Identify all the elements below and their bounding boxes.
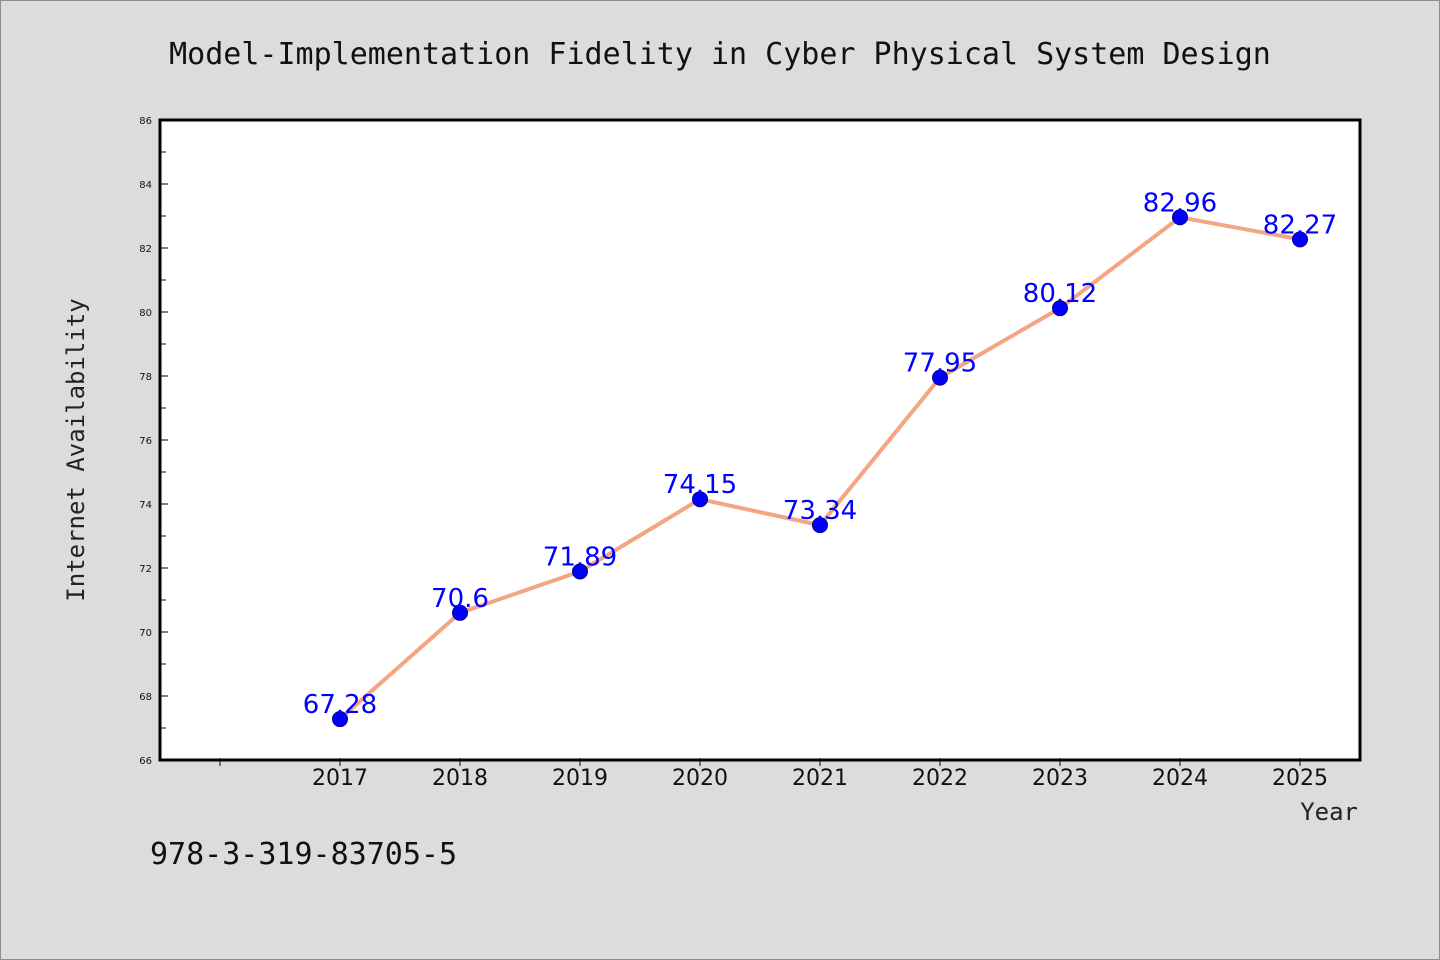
data-point-2020 (692, 491, 708, 508)
y-tick-label-76: 76 (139, 436, 152, 447)
y-tick-label-80: 80 (139, 308, 152, 319)
y-tick-label-74: 74 (139, 500, 152, 511)
y-tick-label-86: 86 (139, 116, 152, 127)
x-tick-label-2022: 2022 (912, 766, 968, 791)
x-axis: 2017 2018 2019 2020 2021 2022 2023 2024 2025 (219, 758, 1328, 791)
x-tick-label-2023: 2023 (1032, 766, 1088, 791)
plot-area (158, 118, 1362, 762)
x-tick-label-2018: 2018 (432, 766, 488, 791)
chart-title: Model-Implementation Fidelity in Cyber P… (169, 37, 1271, 72)
data-label-2017: 67.28 (303, 690, 377, 720)
x-tick-label-2021: 2021 (792, 766, 848, 791)
data-label-2019: 71.89 (543, 543, 617, 573)
data-label-2023: 80.12 (1023, 279, 1097, 309)
data-point-2019 (572, 563, 588, 580)
data-point-2023 (1052, 300, 1068, 317)
data-point-2021 (812, 517, 828, 534)
data-label-2025: 82.27 (1263, 210, 1337, 240)
y-tick-label-72: 72 (139, 564, 152, 575)
x-tick-label-2017: 2017 (312, 766, 368, 791)
data-point-2022 (932, 369, 948, 386)
data-point-2018 (452, 604, 468, 621)
data-point-2025 (1292, 231, 1308, 248)
data-labels: 67.28 70.6 71.89 74.15 73.34 77.95 80.12 82.96 8… (303, 188, 1337, 720)
data-label-2022: 77.95 (903, 349, 977, 379)
x-tick-label-2025: 2025 (1272, 766, 1328, 791)
x-tick-label-2020: 2020 (672, 766, 728, 791)
series-markers (332, 209, 1308, 728)
y-tick-label-66: 66 (139, 756, 152, 767)
x-axis-title: Year (1300, 798, 1358, 826)
y-tick-label-70: 70 (139, 628, 152, 639)
y-axis: 66 68 70 72 74 76 78 80 82 84 86 (139, 116, 168, 767)
data-label-2020: 74.15 (663, 470, 737, 500)
x-tick-label-2024: 2024 (1152, 766, 1208, 791)
x-tick-label-2019: 2019 (552, 766, 608, 791)
isbn-text: 978-3-319-83705-5 (150, 837, 457, 872)
y-tick-label-78: 78 (139, 372, 152, 383)
y-tick-label-82: 82 (139, 244, 152, 255)
data-point-2017 (332, 711, 348, 728)
data-label-2021: 73.34 (783, 496, 857, 526)
data-point-2024 (1172, 209, 1188, 226)
y-axis-title: Internet Availability (62, 298, 90, 601)
data-label-2024: 82.96 (1143, 188, 1217, 218)
y-tick-label-68: 68 (139, 692, 152, 703)
y-tick-label-84: 84 (139, 180, 152, 191)
data-label-2018: 70.6 (431, 584, 489, 614)
